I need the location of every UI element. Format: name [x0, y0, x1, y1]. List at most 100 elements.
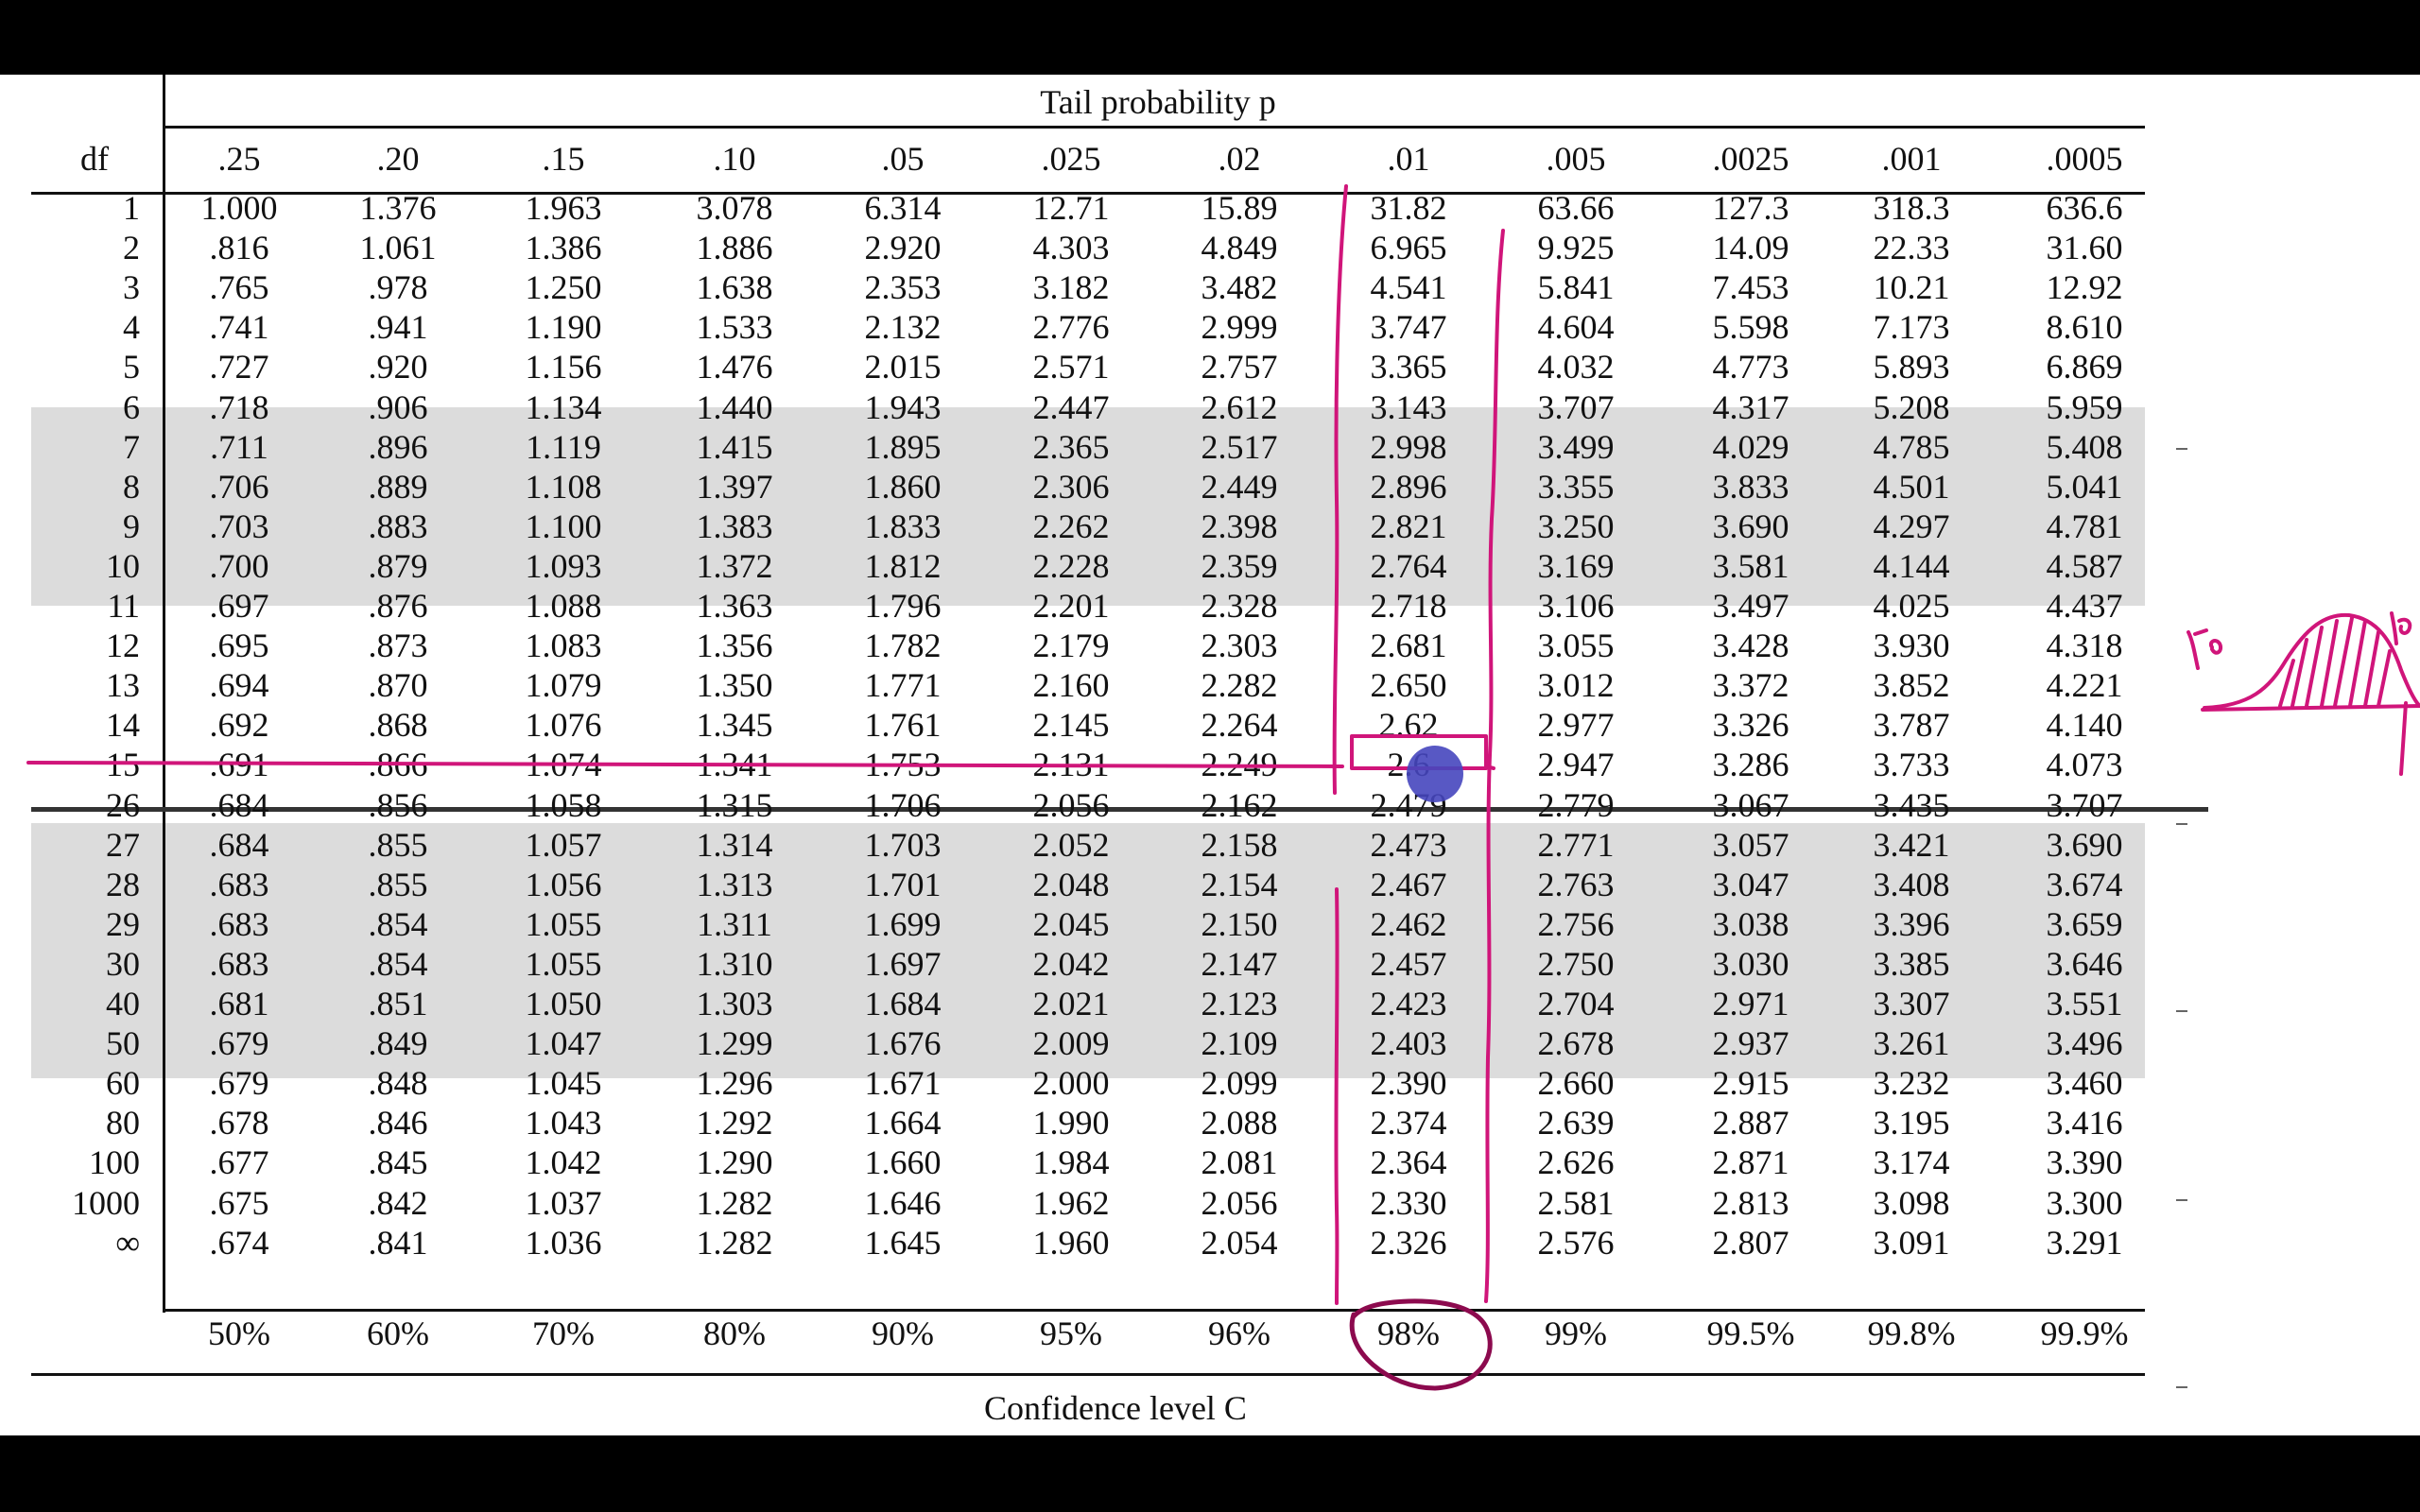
confidence-level: 50%	[208, 1314, 270, 1352]
table-cell: 1.250	[525, 268, 602, 307]
table-row: 1000 .675 .842 1.037 1.282 1.646 1.962 2.056 2.3…	[0, 1183, 2420, 1223]
table-cell: 2.756	[1537, 904, 1615, 943]
table-cell: 1.660	[864, 1143, 942, 1182]
table-row: 50 .679 .849 1.047 1.299 1.676 2.009 2.109 2.403…	[0, 1023, 2420, 1063]
table-cell: 1.047	[525, 1024, 602, 1063]
table-cell: 1.290	[696, 1143, 773, 1182]
table-cell: 1.061	[359, 229, 437, 267]
table-row: 30 .683 .854 1.055 1.310 1.697 2.042 2.147 2.457…	[0, 944, 2420, 984]
table-cell: 1.860	[864, 467, 942, 506]
df-cell: 7	[123, 427, 140, 466]
table-cell: 3.307	[1873, 985, 1950, 1022]
table-cell: 2.517	[1201, 427, 1278, 466]
table-row: 29 .683 .854 1.055 1.311 1.699 2.045 2.150 2.462…	[0, 904, 2420, 944]
table-cell: 2.750	[1537, 944, 1615, 983]
table-cell: 2.365	[1032, 427, 1110, 466]
table-cell: .879	[368, 546, 428, 585]
cursor-pointer	[1407, 746, 1463, 802]
table-cell: 6.869	[2046, 348, 2123, 387]
df-cell: 100	[89, 1143, 140, 1182]
table-cell: 3.250	[1537, 507, 1615, 545]
table-cell: 2.571	[1032, 348, 1110, 387]
table-cell: 2.821	[1370, 507, 1447, 545]
table-cell: 2.131	[1032, 746, 1110, 784]
table-cell: .703	[209, 507, 269, 545]
table-cell: 3.182	[1032, 268, 1110, 307]
table-cell: 2.398	[1201, 507, 1278, 545]
t-table-body: 1 1.000 1.376 1.963 3.078 6.314 12.71 15.89 31.8…	[0, 75, 2420, 1435]
table-cell: 3.581	[1712, 546, 1789, 585]
table-cell: 2.147	[1201, 944, 1278, 983]
table-cell: 3.787	[1873, 706, 1950, 745]
df-column-divider	[163, 75, 165, 1313]
table-cell: 1.314	[696, 825, 773, 864]
table-cell: 12.92	[2046, 268, 2123, 307]
column-header: .20	[376, 140, 420, 178]
confidence-level: 80%	[703, 1314, 766, 1352]
table-cell: 1.190	[525, 308, 602, 347]
table-cell: 22.33	[1873, 229, 1950, 267]
table-cell: 2.462	[1370, 904, 1447, 943]
df-cell: 12	[106, 627, 140, 665]
table-cell: 3.930	[1873, 627, 1950, 665]
table-cell: 4.025	[1873, 587, 1950, 625]
table-cell: 1.055	[525, 904, 602, 943]
table-cell: 3.174	[1873, 1143, 1950, 1182]
table-cell: 2.158	[1201, 825, 1278, 864]
table-cell: 2.887	[1712, 1104, 1789, 1143]
table-cell: 2.757	[1201, 348, 1278, 387]
table-cell: .679	[209, 1024, 269, 1063]
table-cell: 4.587	[2046, 546, 2123, 585]
table-cell: 2.150	[1201, 904, 1278, 943]
table-cell: 3.396	[1873, 904, 1950, 943]
table-cell: .684	[209, 785, 269, 824]
table-cell: .816	[209, 229, 269, 267]
table-cell: .765	[209, 268, 269, 307]
table-cell: 3.460	[2046, 1064, 2123, 1103]
table-cell: 1.036	[525, 1223, 602, 1262]
table-cell: 2.132	[864, 308, 942, 347]
table-cell: 3.291	[2046, 1223, 2123, 1262]
column-header: .01	[1387, 140, 1430, 178]
table-row: 100 .677 .845 1.042 1.290 1.660 1.984 2.081 2.36…	[0, 1143, 2420, 1182]
table-cell: 3.195	[1873, 1104, 1950, 1143]
table-cell: 1.108	[525, 467, 602, 506]
table-cell: 1.341	[696, 746, 773, 784]
table-row: 60 .679 .848 1.045 1.296 1.671 2.000 2.099 2.390…	[0, 1063, 2420, 1103]
table-row: 8 .706 .889 1.108 1.397 1.860 2.306 2.449 2.896 3…	[0, 467, 2420, 507]
table-cell: 2.771	[1537, 825, 1615, 864]
confidence-level: 90%	[872, 1314, 934, 1352]
table-cell: 3.385	[1873, 944, 1950, 983]
df-cell: 13	[106, 666, 140, 705]
table-cell: 3.047	[1712, 865, 1789, 903]
table-cell: 2.467	[1370, 865, 1447, 903]
table-cell: 1.058	[525, 785, 602, 824]
table-cell: 1.076	[525, 706, 602, 745]
df-cell: 27	[106, 825, 140, 864]
table-cell: .675	[209, 1183, 269, 1222]
table-cell: 4.849	[1201, 229, 1278, 267]
table-cell: 4.541	[1370, 268, 1447, 307]
table-cell: 1.960	[1032, 1223, 1110, 1262]
table-cell: 1.706	[864, 785, 942, 824]
table-cell: .906	[368, 387, 428, 426]
table-row: 10 .700 .879 1.093 1.372 1.812 2.228 2.359 2.764…	[0, 546, 2420, 586]
table-cell: 2.154	[1201, 865, 1278, 903]
table-cell: 1.079	[525, 666, 602, 705]
table-cell: 4.140	[2046, 706, 2123, 745]
table-cell: 4.297	[1873, 507, 1950, 545]
table-cell: 15.89	[1201, 189, 1278, 227]
table-cell: .873	[368, 627, 428, 665]
table-cell: 1.664	[864, 1104, 942, 1143]
table-cell: 31.82	[1370, 189, 1447, 227]
table-cell: 1.684	[864, 985, 942, 1022]
table-cell: .741	[209, 308, 269, 347]
table-row: 26 .684 .856 1.058 1.315 1.706 2.056 2.162 2.479…	[0, 785, 2420, 825]
table-cell: 4.303	[1032, 229, 1110, 267]
table-cell: 1.984	[1032, 1143, 1110, 1182]
table-cell: 2.871	[1712, 1143, 1789, 1182]
table-cell: 2.718	[1370, 587, 1447, 625]
confidence-level: 70%	[532, 1314, 595, 1352]
table-cell: 2.306	[1032, 467, 1110, 506]
table-cell: 1.699	[864, 904, 942, 943]
